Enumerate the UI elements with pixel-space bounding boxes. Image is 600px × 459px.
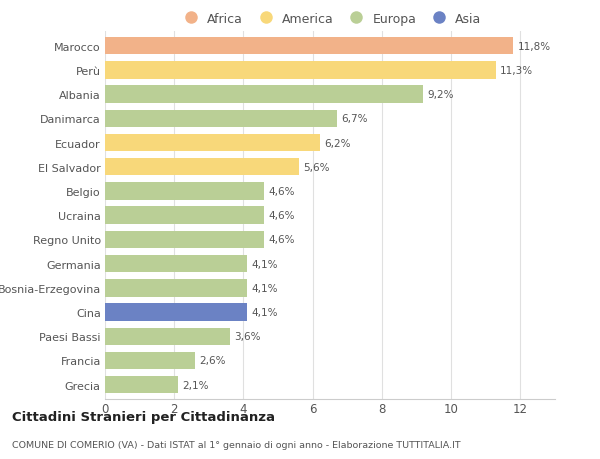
Bar [105,134,320,152]
Text: 4,1%: 4,1% [251,259,278,269]
Text: Cittadini Stranieri per Cittadinanza: Cittadini Stranieri per Cittadinanza [12,410,275,423]
Bar [105,111,337,128]
Bar [105,207,264,224]
Bar [105,255,247,273]
Text: 2,1%: 2,1% [182,380,208,390]
Bar [105,183,264,200]
Text: COMUNE DI COMERIO (VA) - Dati ISTAT al 1° gennaio di ogni anno - Elaborazione TU: COMUNE DI COMERIO (VA) - Dati ISTAT al 1… [12,441,461,449]
Bar [105,376,178,393]
Text: 4,6%: 4,6% [268,235,295,245]
Text: 11,8%: 11,8% [518,42,551,51]
Text: 6,2%: 6,2% [324,138,350,148]
Bar [105,62,496,79]
Text: 5,6%: 5,6% [303,162,329,173]
Text: 4,1%: 4,1% [251,308,278,317]
Bar [105,352,195,369]
Text: 3,6%: 3,6% [234,331,260,341]
Bar [105,159,299,176]
Text: 4,6%: 4,6% [268,186,295,196]
Text: 2,6%: 2,6% [199,356,226,366]
Text: 11,3%: 11,3% [500,66,533,76]
Legend: Africa, America, Europa, Asia: Africa, America, Europa, Asia [175,9,485,29]
Text: 6,7%: 6,7% [341,114,368,124]
Text: 4,6%: 4,6% [268,211,295,221]
Text: 9,2%: 9,2% [428,90,454,100]
Bar [105,86,424,104]
Bar [105,304,247,321]
Bar [105,38,514,56]
Text: 4,1%: 4,1% [251,283,278,293]
Bar [105,280,247,297]
Bar [105,231,264,249]
Bar [105,328,230,345]
